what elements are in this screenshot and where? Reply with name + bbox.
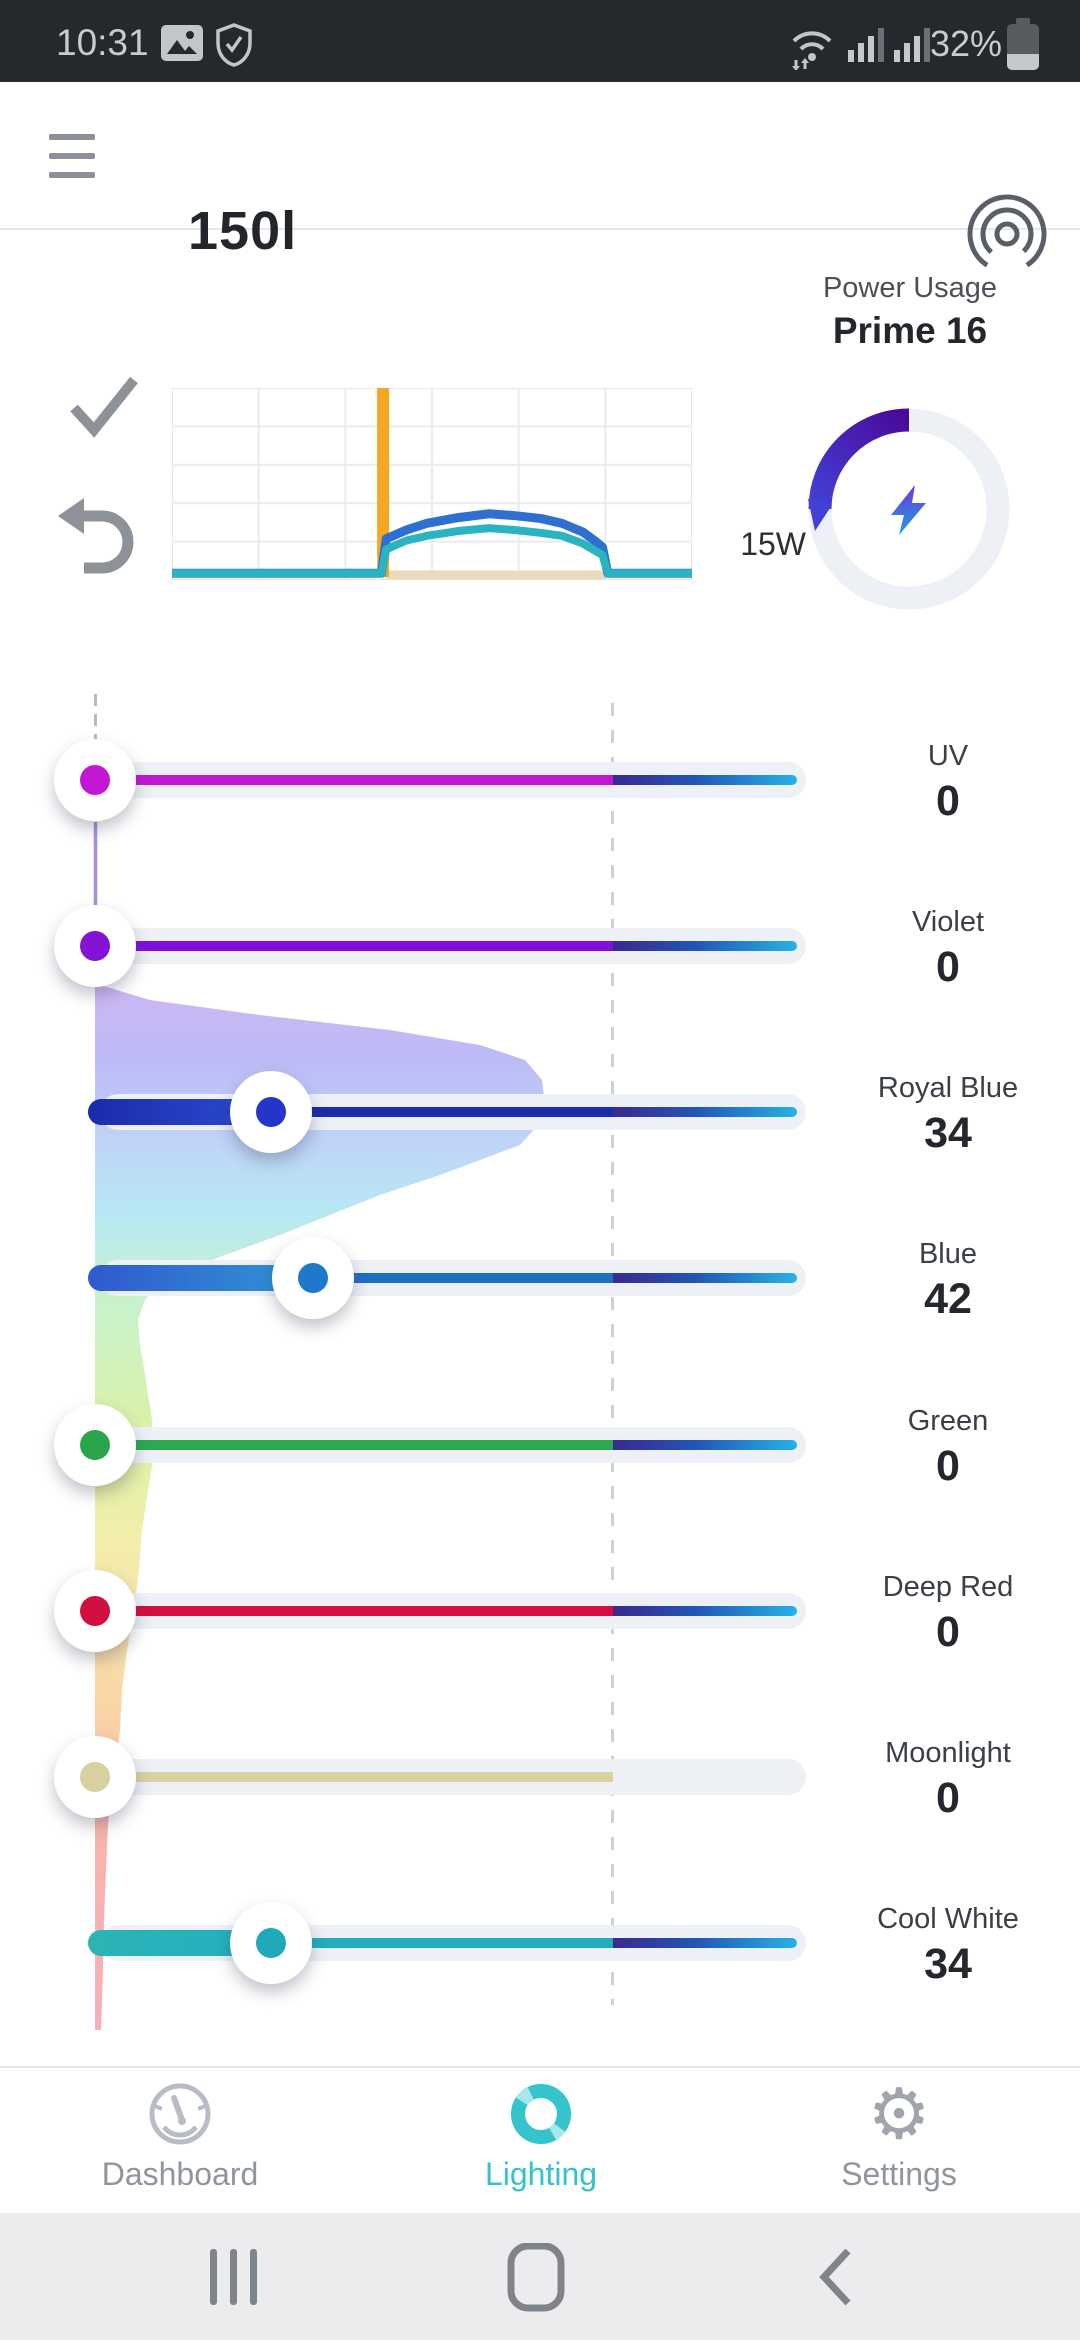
slider-hd-range [613,1606,797,1616]
channel-name-label: Royal Blue [877,1072,1019,1104]
channel-name-label: Deep Red [882,1571,1014,1603]
slider-handle[interactable] [54,1736,136,1818]
slider-channel-line [271,1107,613,1117]
undo-icon[interactable] [56,492,144,576]
channel-value-label: 0 [936,943,960,991]
channel-slider-row: Cool White 34 [0,1860,1080,2026]
battery-percent-label: 32% [930,23,1003,64]
slider-channel-line [312,1273,613,1283]
tab-lighting[interactable]: Lighting [391,2078,691,2210]
slider-handle-dot [297,1263,328,1293]
slider-handle[interactable] [54,905,136,987]
slider-handle-dot [80,1762,110,1792]
gear-icon: ⚙ [867,2075,931,2153]
slider-hd-range [613,1273,797,1283]
wifi-icon [792,31,832,70]
slider-channel-line [95,1772,613,1782]
tab-settings[interactable]: ⚙ Settings [749,2078,1049,2210]
status-time: 10:31 [56,22,149,63]
slider-handle-dot [80,1430,110,1460]
status-bar: 10:31 [0,0,1080,82]
channel-value-label: 34 [924,1109,972,1157]
channel-name-label: Cool White [877,1903,1019,1935]
channel-slider-row: Moonlight 0 [0,1694,1080,1860]
channel-slider-row: Royal Blue 34 [0,1029,1080,1195]
channel-value-label: 34 [924,1940,972,1988]
tab-dashboard-label: Dashboard [101,2156,259,2192]
full-scale-marker-line [611,703,614,2005]
slider-handle[interactable] [54,1570,136,1652]
page-title: 150l [188,201,298,261]
slider-handle[interactable] [54,739,136,821]
android-navigation-bar [0,2213,1080,2340]
channel-slider-row: Green 0 [0,1362,1080,1528]
slider-handle[interactable] [271,1237,354,1319]
slider-hd-range [613,1107,797,1117]
channel-value-label: 0 [936,1608,960,1656]
schedule-chart[interactable] [172,388,692,580]
signal-icon [848,28,884,62]
slider-handle[interactable] [230,1071,313,1153]
shield-check-icon [216,23,252,67]
slider-hd-range [613,1440,797,1450]
slider-handle-dot [80,765,110,795]
channel-name-label: Violet [911,906,985,938]
slider-handle-dot [80,1596,110,1626]
slider-handle-dot [256,1097,287,1127]
slider-channel-line [95,1606,613,1616]
home-icon[interactable] [506,2243,566,2313]
slider-hd-range [613,775,797,785]
slider-handle[interactable] [230,1902,313,1984]
power-usage-label: Power Usage [822,272,998,304]
power-gauge [808,408,1010,610]
channel-value-label: 0 [936,777,960,825]
channel-slider-row: Blue 42 [0,1195,1080,1361]
power-device-name: Prime 16 [832,310,988,351]
signal-icon [894,28,930,62]
tab-dashboard[interactable]: Dashboard [30,2078,330,2210]
slider-hd-range [613,1938,797,1948]
channel-value-label: 0 [936,1774,960,1822]
gauge-icon [149,2083,211,2145]
channel-slider-row: UV 0 [0,697,1080,863]
channel-value-label: 42 [924,1275,972,1323]
donut-icon [511,2084,571,2144]
recents-icon[interactable] [202,2245,266,2309]
slider-handle-dot [80,931,110,961]
channel-value-label: 0 [936,1442,960,1490]
battery-icon [1007,18,1039,70]
channel-name-label: Green [907,1405,989,1437]
channel-name-label: Blue [918,1238,978,1270]
channel-slider-row: Deep Red 0 [0,1528,1080,1694]
confirm-check-icon[interactable] [62,366,142,446]
slider-hd-range [613,941,797,951]
watts-label: 15W [740,526,806,562]
channel-slider-row: Violet 0 [0,863,1080,1029]
slider-channel-line [271,1938,613,1948]
slider-channel-line [95,775,613,785]
slider-channel-line [95,941,613,951]
slider-channel-line [95,1440,613,1450]
spectrum-curve [93,694,545,2030]
app-header: 150l [0,82,1080,274]
channel-name-label: UV [927,740,969,772]
image-icon [161,25,203,61]
channel-name-label: Moonlight [885,1737,1011,1769]
device-group-icon[interactable] [965,192,1049,276]
tab-lighting-label: Lighting [484,2156,598,2192]
slider-handle-dot [256,1928,287,1958]
slider-handle[interactable] [54,1404,136,1486]
back-icon[interactable] [812,2245,860,2309]
nav-divider [0,2066,1080,2068]
tab-settings-label: Settings [841,2156,957,2192]
